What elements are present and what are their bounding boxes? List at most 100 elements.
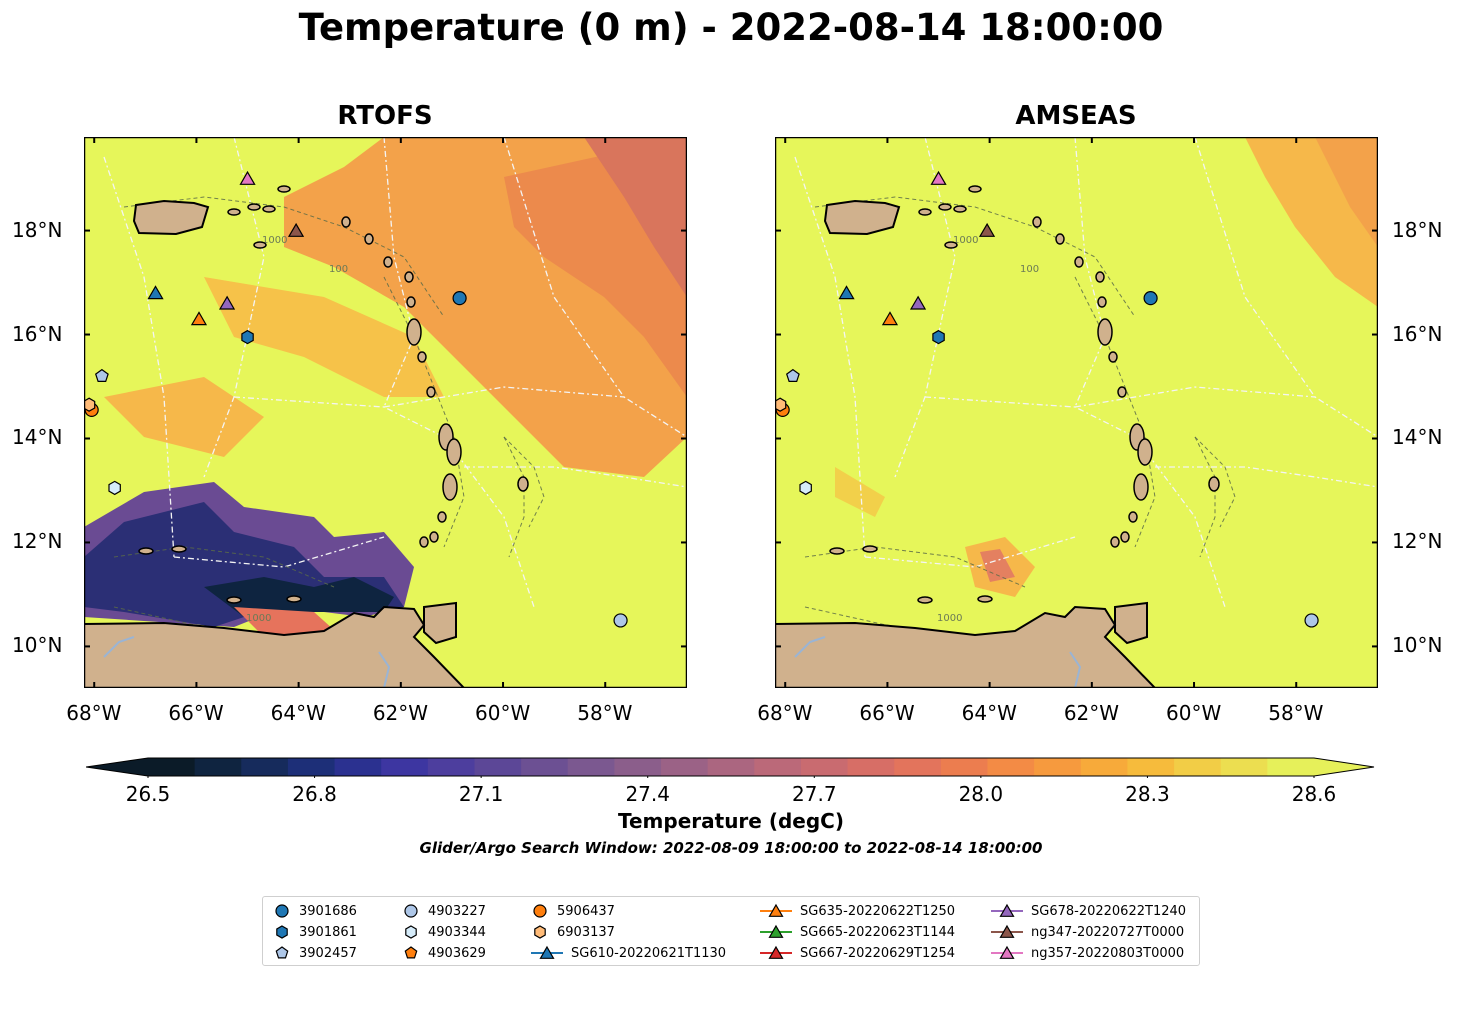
marker-4903227 [1304,613,1319,628]
lon-tick-label: 58°W [1268,701,1324,725]
marker-ng357-20220803T0000 [930,170,947,185]
legend-item: 3901861 [273,922,357,942]
bathymetry-contour [814,196,1136,318]
legend-label: 5906437 [557,903,615,919]
legend-label: SG678-20220622T1240 [1031,903,1187,919]
colorbar-tick-label: 26.5 [125,782,171,806]
land-small-island [247,203,261,211]
land-antilles-island [429,531,439,543]
colorbar-segment [287,758,336,776]
bathymetry-contour [1194,436,1236,528]
legend-item: 6903137 [531,922,615,942]
panel-title-rtofs: RTOFS [337,101,433,131]
contour-label: 1000 [953,235,978,246]
land-small-island [286,595,302,603]
lon-tick-label: 64°W [270,701,326,725]
marker-ng347-20220727T0000 [978,222,996,237]
boundary-line [894,137,956,478]
colorbar-label: Temperature (degC) [618,809,844,833]
colorbar-segment [614,758,662,776]
land-antilles-island [446,438,462,466]
colorbar-tick-label: 27.7 [792,782,837,806]
river [794,636,826,658]
land-small-island [277,185,291,193]
land-small-island [953,205,967,213]
land-antilles-island [1117,386,1127,398]
main-title: Temperature (0 m) - 2022-08-14 18:00:00 [298,6,1164,49]
marker-SG678-20220622T1240 [909,295,927,310]
land-antilles-island [406,296,416,308]
legend-marker-triangle-icon [760,945,792,959]
legend-label: 3901861 [299,924,357,940]
land-small-island [968,185,982,193]
colorbar-segment [894,758,942,776]
mid-warm-patch [204,277,444,397]
contour-label: 100 [329,264,348,275]
colorbar-segment [754,758,802,776]
land-antilles-island [341,216,351,228]
land-small-island [262,205,276,213]
colorbar-segment [987,758,1035,776]
marker-SG610-20220621T1130 [838,285,855,300]
legend-marker [276,925,288,939]
map-frame [775,137,1378,688]
colorbar-segment [1174,758,1222,776]
legend-marker [539,945,555,959]
panel-title-amseas: AMSEAS [1015,101,1137,131]
land-antilles-island [417,351,427,363]
legend: 3901686 3901861 3902457 4903227 4903344 49036… [262,896,1200,966]
colorbar-segment [148,758,196,776]
legend-item: 3901686 [273,901,357,921]
boundary-line [503,137,687,438]
legend-marker-pentagon-icon [404,946,418,959]
legend-marker-triangle-icon [531,945,563,959]
legend-label: 6903137 [557,924,615,940]
river [103,636,135,658]
bathymetry-contour [1074,276,1156,548]
land-puerto-rico [823,199,901,236]
map-frame [84,137,687,688]
land-small-island [938,203,952,211]
colorbar [86,757,1375,778]
warmer-nearshore-patch [980,549,1015,582]
map-panel-amseas: 1000 1000 100 [775,137,1378,688]
land-trinidad [1114,601,1148,645]
marker-3902457 [785,368,800,382]
legend-label: SG665-20220623T1144 [800,924,956,940]
colorbar-segment [707,758,755,776]
marker-6903137 [775,397,787,412]
legend-marker [275,904,289,918]
legend-marker-triangle-icon [991,945,1023,959]
legend-marker [404,946,418,959]
boundary-line [233,396,535,608]
boundary-line [1074,137,1106,408]
boundary-line [383,386,625,408]
boundary-line [1155,466,1378,488]
bathymetry-contour [503,436,545,528]
colorbar-segment [567,758,615,776]
colorbar-segment [334,758,382,776]
land-antilles-island [419,536,429,548]
contour-label: 1000 [246,613,271,624]
colorbar-segment [661,758,709,776]
colorbar-extend-high [1314,758,1374,776]
legend-item: ng357-20220803T0000 [991,943,1184,963]
boundary-line [464,466,687,488]
legend-label: 4903629 [428,945,486,961]
land-antilles-island [383,256,393,268]
lat-tick-label: 12°N [1392,529,1443,554]
legend-item: 4903227 [402,901,486,921]
lon-tick-label: 66°W [168,701,224,725]
legend-marker-hexagon-icon [276,925,288,939]
land-venezuela [84,605,466,688]
land-antilles-island [404,271,414,283]
land-antilles-island [442,473,458,501]
boundary-line [1194,137,1378,438]
map-panel-rtofs: 1000 1000 100 [84,137,687,688]
marker-4903344 [108,480,121,496]
lat-tick-label: 10°N [12,633,63,658]
land-small-island [917,596,933,604]
legend-marker-triangle-icon [760,903,792,917]
contour-label: 1000 [262,235,287,246]
legend-marker-pentagon-icon [275,946,289,959]
